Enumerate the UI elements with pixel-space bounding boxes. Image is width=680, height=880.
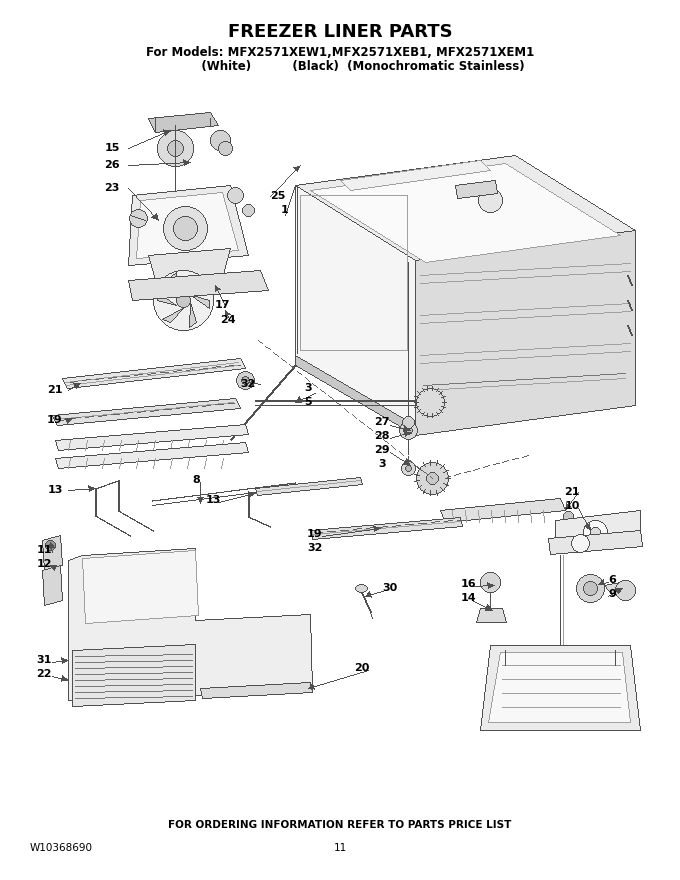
Text: 6: 6 (608, 575, 616, 585)
Text: FREEZER LINER PARTS: FREEZER LINER PARTS (228, 23, 452, 41)
Text: (White)          (Black)  (Monochromatic Stainless): (White) (Black) (Monochromatic Stainless… (156, 60, 524, 72)
Text: 15: 15 (104, 143, 120, 153)
Text: 11: 11 (333, 843, 347, 853)
Text: 10: 10 (564, 501, 579, 511)
Text: 22: 22 (36, 669, 52, 679)
Text: 8: 8 (192, 475, 200, 485)
Text: 21: 21 (564, 487, 580, 497)
Text: W10368690: W10368690 (30, 843, 93, 853)
Text: 16: 16 (460, 579, 476, 589)
Text: 25: 25 (271, 191, 286, 201)
Text: 23: 23 (104, 183, 120, 193)
Text: 12: 12 (36, 559, 52, 569)
Text: 19: 19 (47, 415, 63, 425)
Text: 5: 5 (304, 397, 312, 407)
Text: 28: 28 (374, 431, 390, 441)
Text: 26: 26 (104, 160, 120, 170)
Text: For Models: MFX2571XEW1,MFX2571XEB1, MFX2571XEM1: For Models: MFX2571XEW1,MFX2571XEB1, MFX… (146, 46, 534, 58)
Text: 30: 30 (382, 583, 398, 593)
Text: 19: 19 (307, 529, 323, 539)
Text: 11: 11 (36, 545, 52, 555)
Text: 24: 24 (220, 315, 236, 325)
Text: 1: 1 (281, 205, 289, 215)
Text: 32: 32 (240, 379, 256, 389)
Text: 29: 29 (374, 445, 390, 455)
Text: 14: 14 (460, 593, 476, 603)
Text: 32: 32 (307, 543, 323, 553)
Text: 3: 3 (378, 459, 386, 469)
Text: 17: 17 (214, 300, 230, 310)
Text: 3: 3 (304, 383, 312, 393)
Text: 9: 9 (608, 589, 616, 599)
Text: 27: 27 (374, 417, 390, 427)
Text: 20: 20 (354, 663, 370, 673)
Text: 13: 13 (205, 495, 221, 505)
Text: 21: 21 (47, 385, 63, 395)
Text: 31: 31 (36, 655, 52, 665)
Text: 13: 13 (48, 485, 63, 495)
Text: FOR ORDERING INFORMATION REFER TO PARTS PRICE LIST: FOR ORDERING INFORMATION REFER TO PARTS … (169, 820, 511, 830)
